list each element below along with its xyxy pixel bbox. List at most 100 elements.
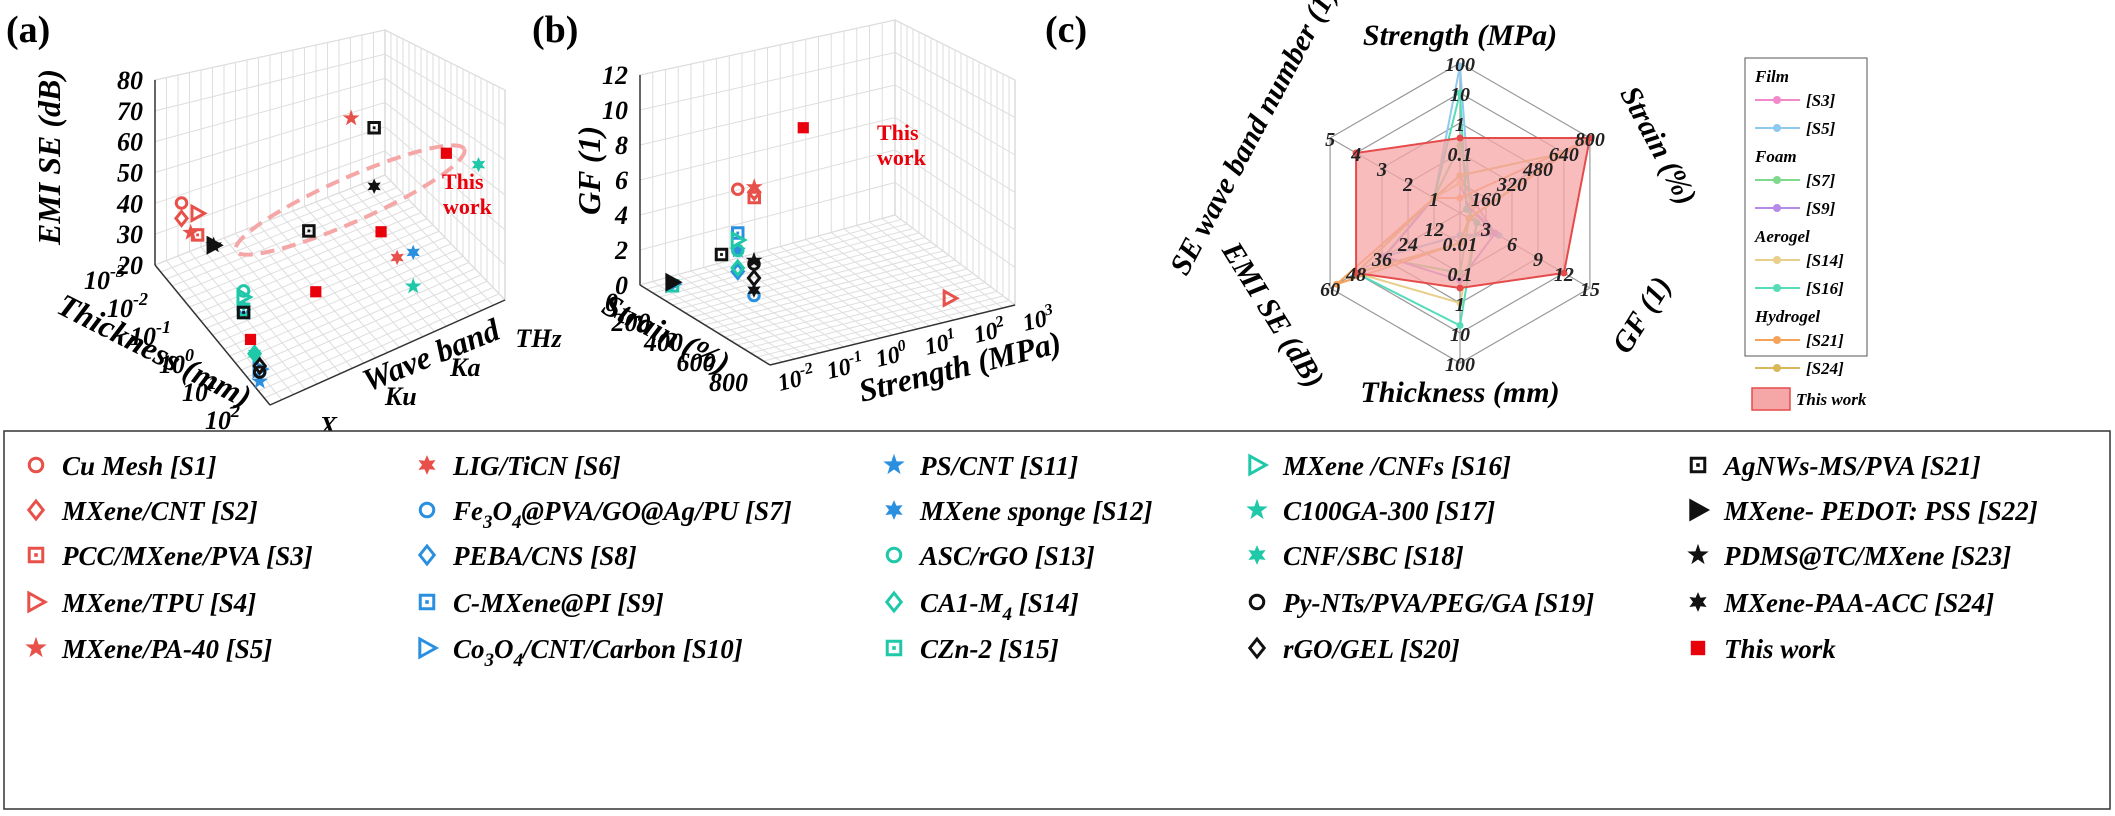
panel-a-y-axis (269, 299, 506, 406)
radar-legend-marker (1773, 204, 1781, 212)
legend-marker (1689, 592, 1707, 612)
radar-tick: 160 (1471, 189, 1501, 211)
radar-axis-label: Strength (MPa) (1363, 19, 1557, 52)
legend-marker (1690, 640, 1706, 656)
panel-a-point (174, 196, 189, 210)
legend-marker (1689, 456, 1707, 474)
panel-b-point (730, 230, 748, 250)
panel-b-z-tick: 6 (615, 166, 628, 195)
legend-label: PS/CNT [S11] (919, 451, 1078, 481)
radar-legend-marker (1773, 364, 1781, 372)
panel-a-z-tick: 30 (116, 220, 143, 249)
panel-a-point (342, 109, 360, 126)
legend-marker (1248, 545, 1266, 565)
panel-a-label: (a) (6, 9, 50, 51)
legend-marker (884, 590, 904, 614)
panel-a-point (236, 305, 251, 320)
radar-tick: 800 (1575, 129, 1605, 151)
panel-a-z-tick: 50 (117, 159, 143, 188)
legend-marker (885, 500, 903, 520)
radar-legend-item: [S3] (1806, 91, 1836, 110)
radar-legend-marker (1773, 284, 1781, 292)
panel-b-z-tick: 2 (614, 236, 628, 265)
radar-tick: 4 (1350, 144, 1361, 166)
panel-a-point (375, 226, 387, 238)
legend-label: MXene/PA-40 [S5] (61, 634, 272, 664)
legend-label: CZn-2 [S15] (920, 634, 1059, 664)
legend-label: MXene/TPU [S4] (61, 588, 256, 618)
radar-legend-item: [S14] (1806, 251, 1844, 270)
panel-b-x-axis (639, 284, 771, 366)
panel-a-point (244, 333, 257, 346)
panel-a-point (302, 224, 316, 238)
panel-a-z-tick: 70 (117, 97, 143, 126)
panel-b-y-tick: 10-2 (774, 360, 817, 397)
legend-label: ASC/rGO [S13] (918, 541, 1095, 571)
panel-b-gridlines (639, 19, 1016, 363)
panel-a-point (182, 223, 199, 240)
radar-tick: 0.1 (1448, 144, 1473, 166)
radar-legend-marker (1773, 176, 1781, 184)
radar-tick: 10 (1450, 84, 1470, 106)
radar-legend-fill-label: This work (1796, 390, 1867, 409)
panel-a-point (390, 249, 404, 266)
panel-a-z-tick: 80 (117, 66, 143, 95)
panel-a-x-tick: 10-2 (107, 289, 148, 323)
radar-series-point (1456, 299, 1464, 307)
panel-a-point (252, 365, 267, 379)
panel-a-point (205, 236, 222, 253)
radar-tick: 320 (1496, 174, 1527, 196)
legend-label: C-MXene@PI [S9] (453, 588, 664, 618)
panel-b-point (797, 122, 809, 134)
radar-series-point (1352, 269, 1360, 277)
panel-a-z-tick: 20 (116, 251, 143, 280)
legend-marker (418, 636, 440, 660)
panel-b-x-tick: 800 (709, 368, 748, 397)
radar-series-point (1456, 284, 1464, 292)
legend-marker (885, 546, 903, 564)
panel-a-point (236, 287, 254, 307)
legend-marker (27, 590, 49, 614)
legend-label: MXene- PEDOT: PSS [S22] (1723, 496, 2038, 526)
radar-tick: 15 (1580, 279, 1600, 301)
legend-label: PEBA/CNS [S8] (452, 541, 637, 571)
panel-a-point (367, 121, 381, 135)
panel-a-point (173, 209, 190, 228)
panel-b-point (714, 247, 729, 262)
radar-legend-item: [S9] (1806, 199, 1836, 218)
panel-a-y-tick: Ka (449, 353, 480, 382)
legend-label: MXene sponge [S12] (919, 496, 1153, 526)
radar-series-point (1586, 134, 1594, 142)
panel-b-x-tick: 0 (605, 288, 618, 317)
legend-marker (417, 543, 437, 567)
radar-legend-group: Film (1754, 67, 1789, 86)
panel-a-x-tick: 10-3 (84, 261, 125, 295)
radar-tick: 60 (1320, 279, 1340, 301)
radar-tick: 36 (1371, 249, 1392, 271)
legend-marker (885, 639, 903, 657)
panel-a-point (406, 244, 420, 261)
panel-b-point (942, 288, 960, 308)
radar-tick: 10 (1450, 324, 1470, 346)
radar-legend-group: Aerogel (1754, 227, 1810, 246)
panel-b-point (747, 190, 761, 205)
legend-marker (1246, 498, 1268, 520)
radar-legend-group: Foam (1754, 147, 1797, 166)
panel-b-x-tick: 400 (643, 328, 683, 357)
radar-axis-label: SE wave band number (1) (1164, 0, 1344, 280)
radar-tick: 1 (1429, 189, 1439, 211)
legend-marker (26, 498, 46, 522)
panel-a-z-tick: 40 (116, 189, 143, 218)
legend-marker (27, 546, 45, 564)
panel-b-points (665, 122, 960, 308)
panel-a-point (190, 203, 208, 223)
panel-a-y-tick: THz (515, 324, 562, 353)
radar-legend-marker (1773, 336, 1781, 344)
legend-label: Cu Mesh [S1] (62, 451, 217, 481)
radar-tick: 6 (1507, 234, 1517, 256)
radar-axis-label: Thickness (mm) (1360, 376, 1559, 409)
panel-a-point (252, 356, 268, 376)
